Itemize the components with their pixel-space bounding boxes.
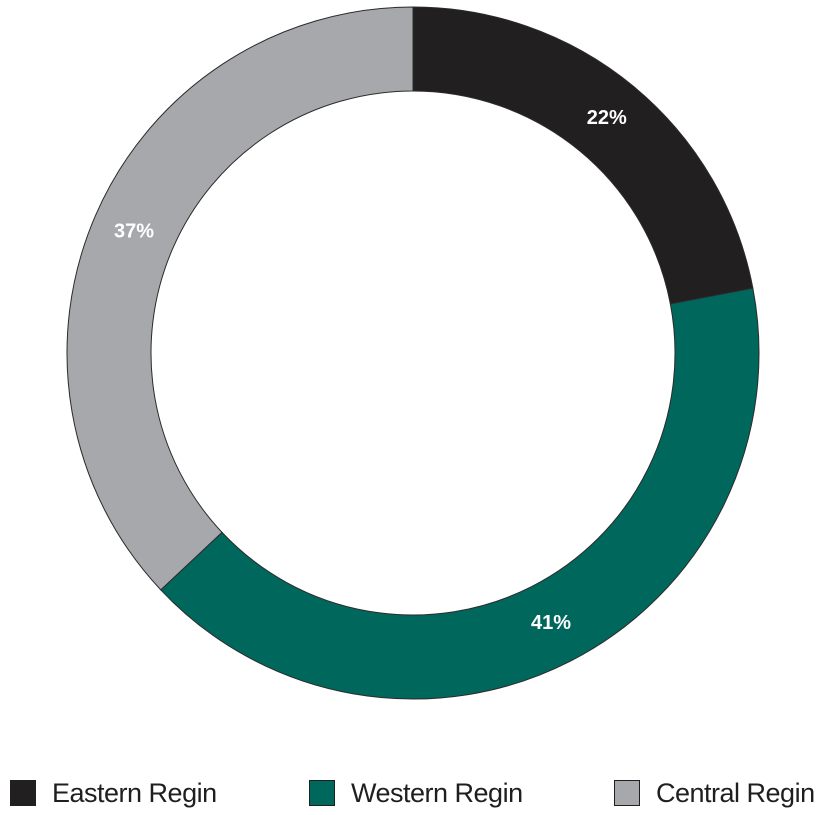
legend-swatch-western xyxy=(309,780,335,806)
legend-item-central: Central Regin xyxy=(614,771,815,815)
legend-item-western: Western Regin xyxy=(309,771,523,815)
data-label-eastern-regin: 22% xyxy=(587,107,627,129)
legend: Eastern Regin Western Regin Central Regi… xyxy=(0,771,839,815)
data-label-central-regin: 37% xyxy=(114,221,154,243)
donut-chart: 22% 41% 37% xyxy=(66,6,760,700)
legend-label-central: Central Regin xyxy=(656,777,815,808)
legend-swatch-eastern xyxy=(10,780,36,806)
data-label-western-regin: 41% xyxy=(531,612,571,634)
donut-slice-central-regin xyxy=(66,6,414,591)
donut-slice-eastern-regin xyxy=(412,6,754,305)
donut-slice-western-regin xyxy=(160,287,760,700)
legend-label-eastern: Eastern Regin xyxy=(52,777,217,808)
legend-swatch-central xyxy=(614,780,640,806)
legend-item-eastern: Eastern Regin xyxy=(10,771,217,815)
donut-slices xyxy=(66,6,760,700)
donut-data-labels: 22% 41% 37% xyxy=(114,107,627,634)
legend-label-western: Western Regin xyxy=(351,777,523,808)
